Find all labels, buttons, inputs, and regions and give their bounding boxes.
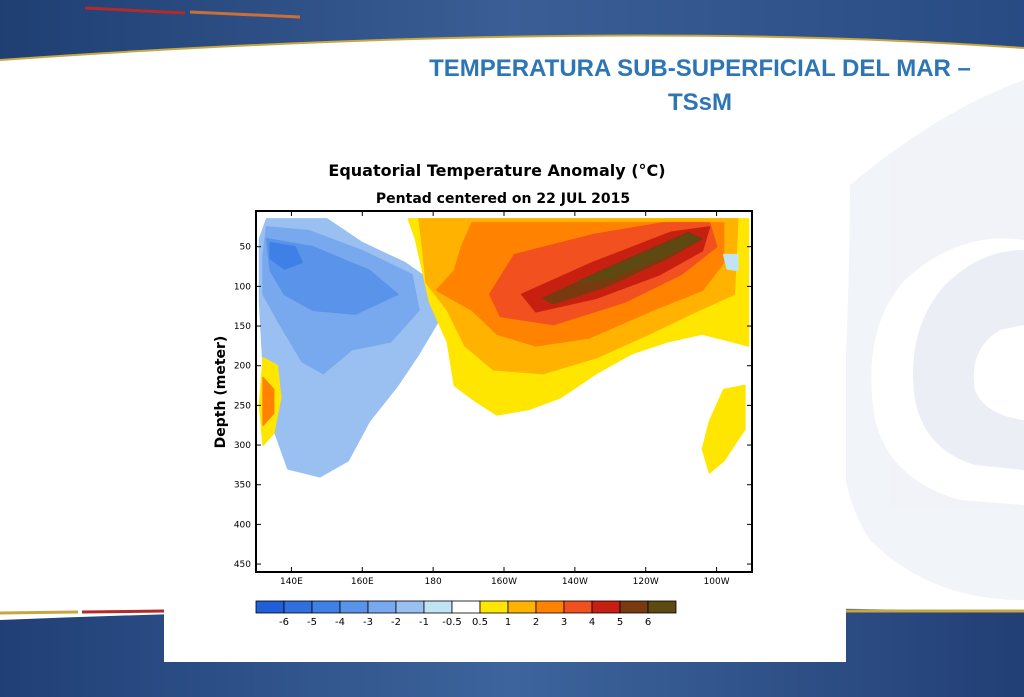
colorbar-swatch — [591, 600, 621, 614]
colorbar-swatch — [339, 600, 369, 614]
colorbar-swatch — [479, 600, 509, 614]
colorbar-label: -5 — [307, 617, 317, 628]
colorbar-swatch — [563, 600, 593, 614]
x-tick-label: 180 — [425, 577, 442, 587]
y-tick-label: 450 — [234, 560, 251, 570]
x-tick-label: 140E — [280, 577, 303, 587]
y-tick-label: 300 — [234, 441, 251, 451]
colorbar-swatch — [423, 600, 453, 614]
colorbar-label: -4 — [335, 617, 345, 628]
colorbar-label: 4 — [589, 617, 595, 628]
anomaly-region-3 — [269, 241, 303, 270]
y-tick-label: 100 — [234, 282, 251, 292]
colorbar-label: -6 — [279, 617, 289, 628]
chart-title: Equatorial Temperature Anomaly (°C) — [328, 161, 665, 180]
colorbar-swatch — [367, 600, 397, 614]
y-tick-label: 150 — [234, 322, 251, 332]
x-axis: 140E 160E 180 160W 140W 120W 100W — [280, 211, 730, 587]
footer-gold-line-left — [0, 610, 79, 615]
colorbar-label: 2 — [533, 617, 539, 628]
anomaly-region-13 — [262, 376, 275, 426]
slide-title: TEMPERATURA SUB-SUPERFICIAL DEL MAR – TS… — [429, 55, 971, 116]
y-tick-label: 250 — [234, 401, 251, 411]
colorbar: -6 -5 -4 -3 -2 -1 -0.5 0.5 1 2 3 4 5 6 — [255, 600, 677, 628]
y-tick-label: 350 — [234, 481, 251, 491]
colorbar-swatch — [619, 600, 649, 614]
header-red-accent — [84, 6, 186, 15]
x-tick-label: 140W — [562, 577, 588, 587]
x-tick-label: 160W — [491, 577, 517, 587]
header-orange-accent — [189, 10, 301, 19]
colorbar-label: 5 — [617, 617, 623, 628]
y-axis: 50 100 150 200 250 300 350 400 450 — [234, 243, 752, 570]
y-axis-label: Depth (meter) — [213, 336, 229, 449]
colorbar-label: -0.5 — [442, 617, 462, 628]
x-tick-label: 160E — [351, 577, 374, 587]
colorbar-swatch — [647, 600, 677, 614]
colorbar-swatch — [507, 600, 537, 614]
anomaly-region-14 — [722, 253, 739, 272]
x-tick-label: 100W — [704, 577, 730, 587]
header-gold-line — [0, 34, 1024, 61]
colorbar-label: -1 — [419, 617, 429, 628]
colorbar-swatch — [311, 600, 341, 614]
colorbar-label: -2 — [391, 617, 401, 628]
anomaly-region-11 — [701, 384, 746, 474]
colorbar-label: 6 — [645, 617, 651, 628]
plot-area — [256, 211, 752, 572]
y-tick-label: 400 — [234, 520, 251, 530]
colorbar-swatch — [283, 600, 313, 614]
colorbar-swatch — [255, 600, 285, 614]
colorbar-swatch — [535, 600, 565, 614]
colorbar-swatch — [395, 600, 425, 614]
colorbar-label: -3 — [363, 617, 373, 628]
y-tick-label: 50 — [240, 243, 252, 253]
colorbar-label: 1 — [505, 617, 511, 628]
y-tick-label: 200 — [234, 362, 251, 372]
watermark-logo — [840, 80, 1024, 600]
colorbar-label: 3 — [561, 617, 567, 628]
colorbar-swatch — [451, 600, 481, 614]
chart-subtitle: Pentad centered on 22 JUL 2015 — [376, 191, 630, 207]
colorbar-label: 0.5 — [472, 617, 488, 628]
x-tick-label: 120W — [633, 577, 659, 587]
anomaly-region-10 — [577, 234, 700, 284]
footer-red-line — [81, 609, 166, 614]
